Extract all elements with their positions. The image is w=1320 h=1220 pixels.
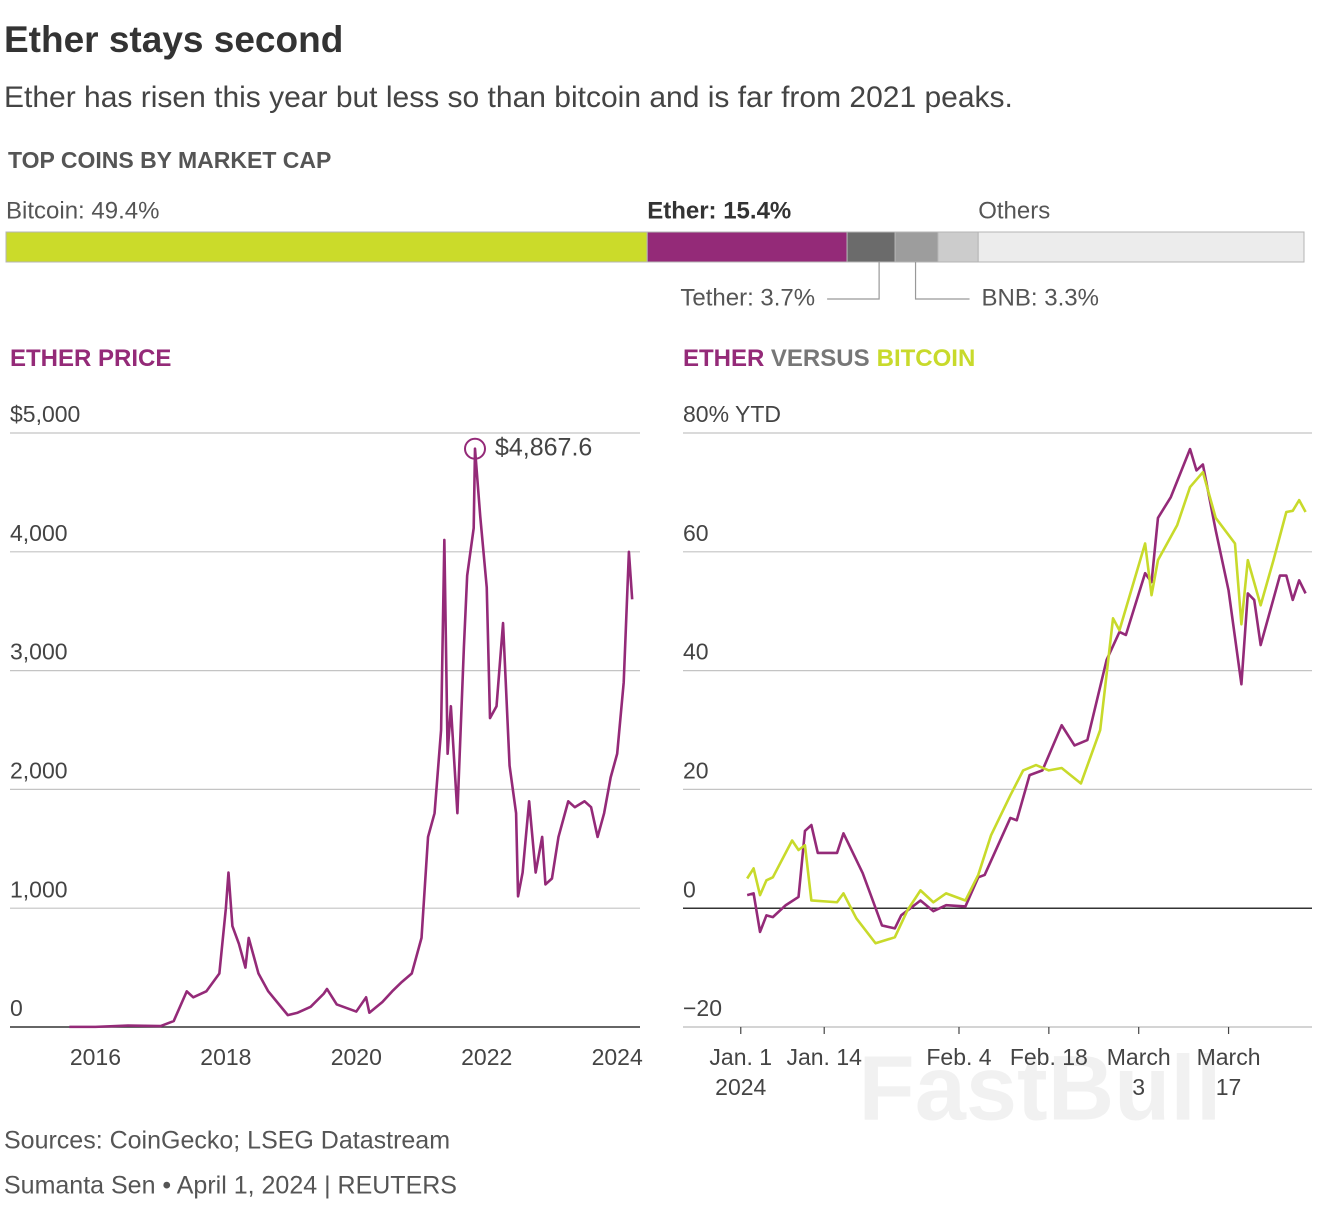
x-tick-label: 2022 <box>461 1044 512 1070</box>
chart-title: TOP COINS BY MARKET CAP <box>8 147 331 173</box>
segment-label: Ether: 15.4% <box>647 197 791 224</box>
x-tick-label: March 17 <box>1197 1044 1261 1100</box>
y-tick-label: 2,000 <box>10 757 68 783</box>
y-tick-label: 1,000 <box>10 876 68 902</box>
chart-title: ETHER PRICE <box>10 345 171 372</box>
x-tick-label: Feb. 4 <box>926 1044 991 1070</box>
watermark: FastBull <box>859 1037 1222 1139</box>
y-tick-label: 0 <box>10 995 23 1021</box>
y-tick-label: $5,000 <box>10 401 80 427</box>
x-tick-label: 2016 <box>70 1044 121 1070</box>
x-tick-label: 2020 <box>331 1044 382 1070</box>
y-tick-label: 40 <box>683 639 709 665</box>
bar-segment <box>5 231 648 263</box>
series-line <box>69 447 634 1029</box>
y-tick-label: 60 <box>683 520 709 546</box>
bar-segment <box>894 231 939 263</box>
bar-segment <box>937 231 979 263</box>
x-tick-label: 2024 <box>592 1044 643 1070</box>
bar-segment <box>646 231 848 263</box>
byline: Sumanta Sen • April 1, 2024 | REUTERS <box>4 1172 457 1200</box>
x-tick-label: Jan. 14 <box>786 1044 862 1070</box>
bar-segment <box>977 231 1305 263</box>
y-tick-label: 80% YTD <box>683 401 781 427</box>
bar-segment <box>846 231 896 263</box>
y-tick-label: −20 <box>683 995 722 1021</box>
segment-label: Bitcoin: 49.4% <box>6 197 159 224</box>
title-part: BITCOIN <box>877 345 976 372</box>
series-line <box>746 447 1307 934</box>
title-part: VERSUS <box>771 345 870 372</box>
x-tick-label: Jan. 1 2024 <box>709 1044 772 1100</box>
x-tick-label: 2018 <box>200 1044 251 1070</box>
page-subtitle: Ether has risen this year but less so th… <box>4 81 1013 114</box>
y-tick-label: 20 <box>683 757 709 783</box>
y-tick-label: 0 <box>683 876 696 902</box>
peak-label: $4,867.6 <box>495 433 592 461</box>
x-tick-label: March 3 <box>1107 1044 1171 1100</box>
y-tick-label: 4,000 <box>10 520 68 546</box>
source: Sources: CoinGecko; LSEG Datastream <box>4 1127 450 1155</box>
segment-label: Others <box>978 197 1050 224</box>
segment-label: Tether: 3.7% <box>680 284 815 311</box>
y-tick-label: 3,000 <box>10 639 68 665</box>
title-part: ETHER PRICE <box>10 345 171 372</box>
x-tick-label: Feb. 18 <box>1010 1044 1088 1070</box>
series-line <box>746 470 1307 945</box>
peak-marker <box>464 437 486 460</box>
page-title: Ether stays second <box>4 19 343 60</box>
chart-title: ETHER VERSUS BITCOIN <box>683 345 975 372</box>
leader-line <box>914 262 970 300</box>
title-part: ETHER <box>683 345 764 372</box>
segment-label: BNB: 3.3% <box>982 284 1099 311</box>
leader-line <box>827 262 880 300</box>
